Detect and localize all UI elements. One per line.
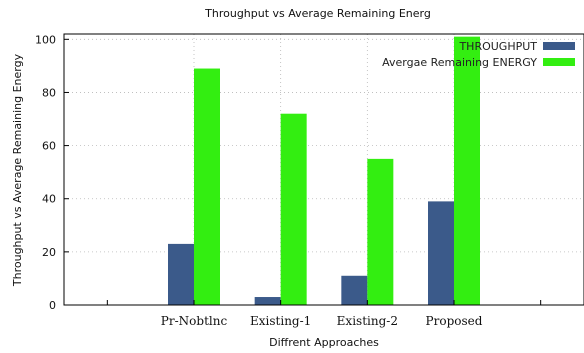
legend-label: Avergae Remaining ENERGY xyxy=(382,56,537,69)
bar-throughput-1 xyxy=(168,243,194,305)
x-tick-label: Existing-2 xyxy=(337,314,398,328)
bar-throughput-3 xyxy=(341,275,368,305)
x-tick-label: Pr-Nobtlnc xyxy=(161,314,228,328)
y-tick-label: 20 xyxy=(42,246,56,259)
legend: THROUGHPUT Avergae Remaining ENERGY xyxy=(382,40,575,69)
bar-energy-2 xyxy=(280,113,307,306)
y-tick-label: 40 xyxy=(42,193,56,206)
bar-throughput-2 xyxy=(254,297,281,305)
y-axis-ticks: 0 20 40 60 80 100 xyxy=(35,33,69,312)
legend-swatch xyxy=(543,58,575,66)
x-tick-label: Proposed xyxy=(426,314,483,328)
x-tick-label: Existing-1 xyxy=(250,314,311,328)
grid-lines xyxy=(64,34,584,305)
y-tick-label: 80 xyxy=(42,86,56,99)
y-axis-label: Throughput vs Average Remaining Energy xyxy=(11,53,24,287)
bar-throughput-4 xyxy=(428,201,454,305)
x-axis-label: Diffrent Approaches xyxy=(269,336,379,349)
bars xyxy=(168,36,480,306)
plot-frame xyxy=(63,33,584,306)
x-axis-ticks: Pr-Nobtlnc Existing-1 Existing-2 Proposed xyxy=(106,300,542,328)
bar-energy-1 xyxy=(194,68,220,305)
legend-swatch xyxy=(543,42,575,50)
legend-label: THROUGHPUT xyxy=(458,40,537,53)
y-tick-label: 60 xyxy=(42,140,56,153)
bar-energy-4 xyxy=(454,36,480,306)
y-tick-label: 0 xyxy=(49,299,56,312)
y-tick-label: 100 xyxy=(35,33,56,46)
chart-title: Throughput vs Average Remaining Energ xyxy=(204,7,431,20)
bar-energy-3 xyxy=(367,158,394,305)
